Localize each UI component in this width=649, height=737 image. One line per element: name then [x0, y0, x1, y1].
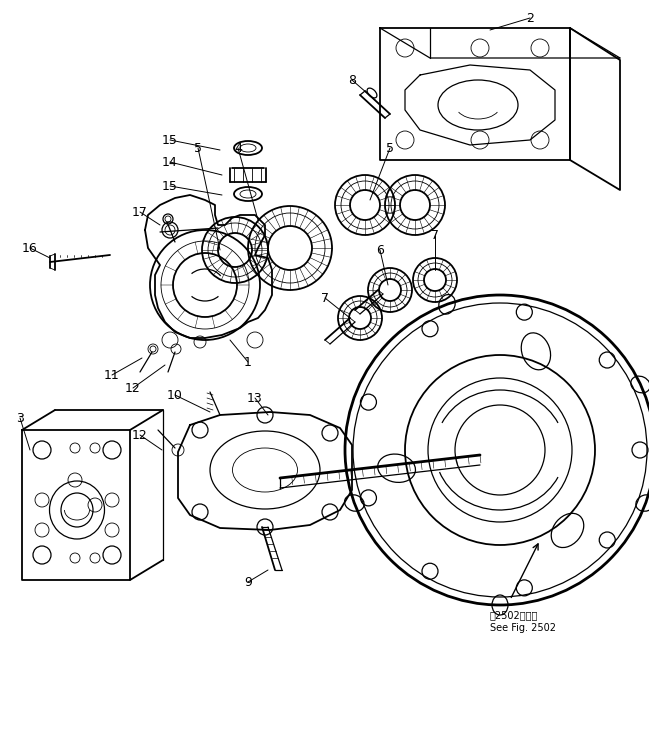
Text: 9: 9: [244, 576, 252, 589]
Text: See Fig. 2502: See Fig. 2502: [490, 623, 556, 633]
Text: 15: 15: [162, 133, 178, 147]
Text: 第2502図参照: 第2502図参照: [490, 610, 539, 620]
Text: 7: 7: [431, 228, 439, 242]
Text: 14: 14: [162, 156, 178, 169]
Text: 5: 5: [194, 142, 202, 155]
Text: 5: 5: [386, 142, 394, 155]
Text: 15: 15: [162, 180, 178, 192]
Text: 16: 16: [22, 242, 38, 254]
Text: 6: 6: [376, 243, 384, 256]
Text: 10: 10: [167, 388, 183, 402]
Text: 13: 13: [247, 391, 263, 405]
Text: 12: 12: [125, 382, 141, 394]
Text: 7: 7: [321, 292, 329, 304]
Text: 3: 3: [16, 411, 24, 425]
Text: 1: 1: [244, 355, 252, 368]
Text: 12: 12: [132, 428, 148, 441]
Text: 17: 17: [132, 206, 148, 218]
Text: 4: 4: [234, 142, 242, 155]
Text: 2: 2: [526, 12, 534, 24]
Text: 11: 11: [104, 368, 120, 382]
Text: 8: 8: [348, 74, 356, 86]
